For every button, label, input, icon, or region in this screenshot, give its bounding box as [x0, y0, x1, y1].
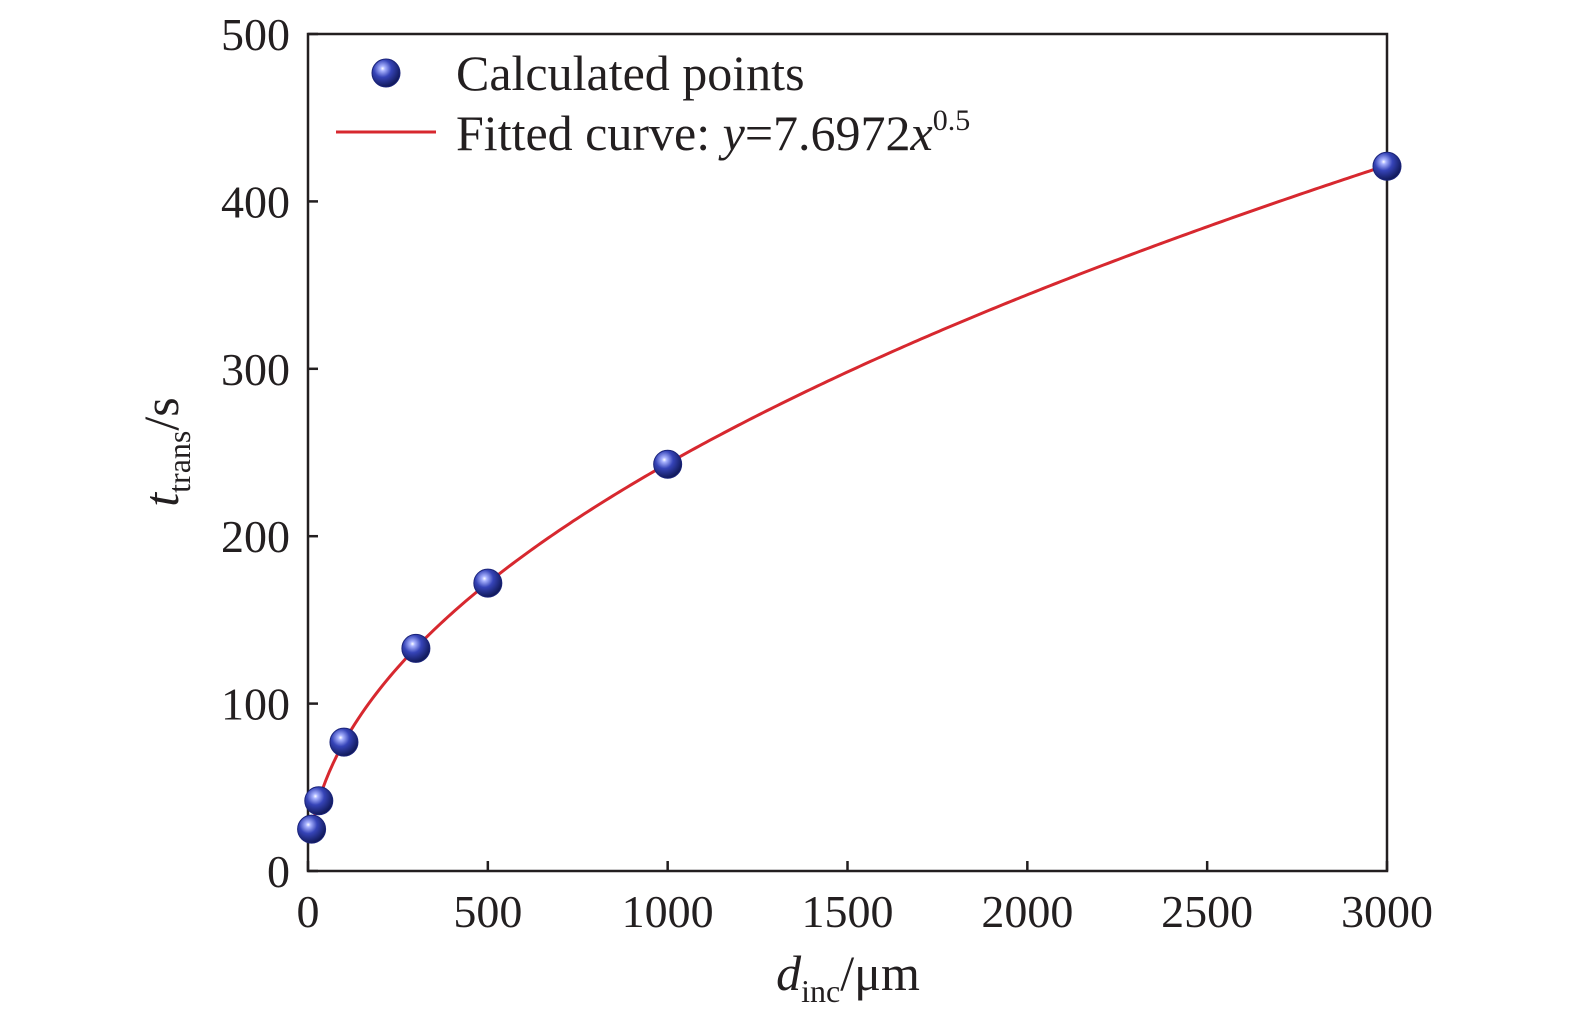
x-tick-label: 1000: [622, 886, 714, 937]
x-tick-label: 1500: [802, 886, 894, 937]
y-tick-label: 400: [221, 176, 290, 227]
calculated-point: [297, 814, 327, 844]
x-axis-label-sub: inc: [801, 973, 840, 1009]
legend: Calculated points Fitted curve: y=7.6972…: [336, 45, 970, 161]
legend-fit-y: y: [718, 105, 746, 161]
y-axis-label-unit: /s: [133, 397, 189, 430]
legend-fit-x: x: [910, 105, 933, 161]
legend-point-marker: [371, 58, 401, 88]
legend-label-points: Calculated points: [456, 45, 805, 101]
y-axis-label: ttrans/s: [133, 397, 197, 506]
legend-label-fit: Fitted curve: y=7.6972x0.5: [456, 104, 970, 161]
calculated-point: [653, 449, 683, 479]
legend-fit-exp: 0.5: [933, 104, 971, 137]
calculated-point: [304, 786, 334, 816]
y-tick-label: 200: [221, 511, 290, 562]
legend-fit-eq: =7.6972: [745, 105, 911, 161]
calculated-point: [1372, 151, 1402, 181]
x-axis-label-var: d: [776, 945, 802, 1001]
x-axis-label: dinc/μm: [776, 945, 920, 1009]
y-tick-label: 100: [221, 679, 290, 730]
y-tick-label: 300: [221, 344, 290, 395]
fitted-curve-line: [310, 163, 1388, 831]
y-tick-label: 500: [221, 9, 290, 60]
y-tick-label: 0: [267, 846, 290, 897]
calculated-point: [329, 727, 359, 757]
x-tick-label: 0: [297, 886, 320, 937]
x-tick-label: 3000: [1341, 886, 1433, 937]
x-tick-label: 2000: [981, 886, 1073, 937]
y-axis-label-var: t: [133, 492, 189, 507]
x-tick-label: 500: [453, 886, 522, 937]
x-axis-label-unit: /μm: [840, 945, 920, 1001]
x-tick-label: 2500: [1161, 886, 1253, 937]
y-axis-label-sub: trans: [161, 431, 197, 493]
legend-fit-prefix: Fitted curve:: [456, 105, 723, 161]
calculated-point: [473, 568, 503, 598]
calculated-point: [401, 633, 431, 663]
